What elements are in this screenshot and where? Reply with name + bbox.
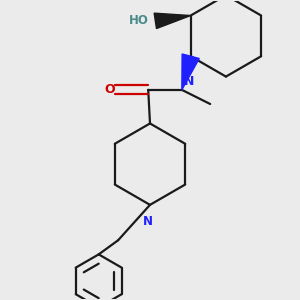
Text: HO: HO — [129, 14, 149, 27]
Text: N: N — [143, 215, 153, 228]
Polygon shape — [154, 13, 191, 28]
Text: N: N — [184, 75, 194, 88]
Text: O: O — [104, 83, 115, 96]
Polygon shape — [182, 54, 199, 90]
